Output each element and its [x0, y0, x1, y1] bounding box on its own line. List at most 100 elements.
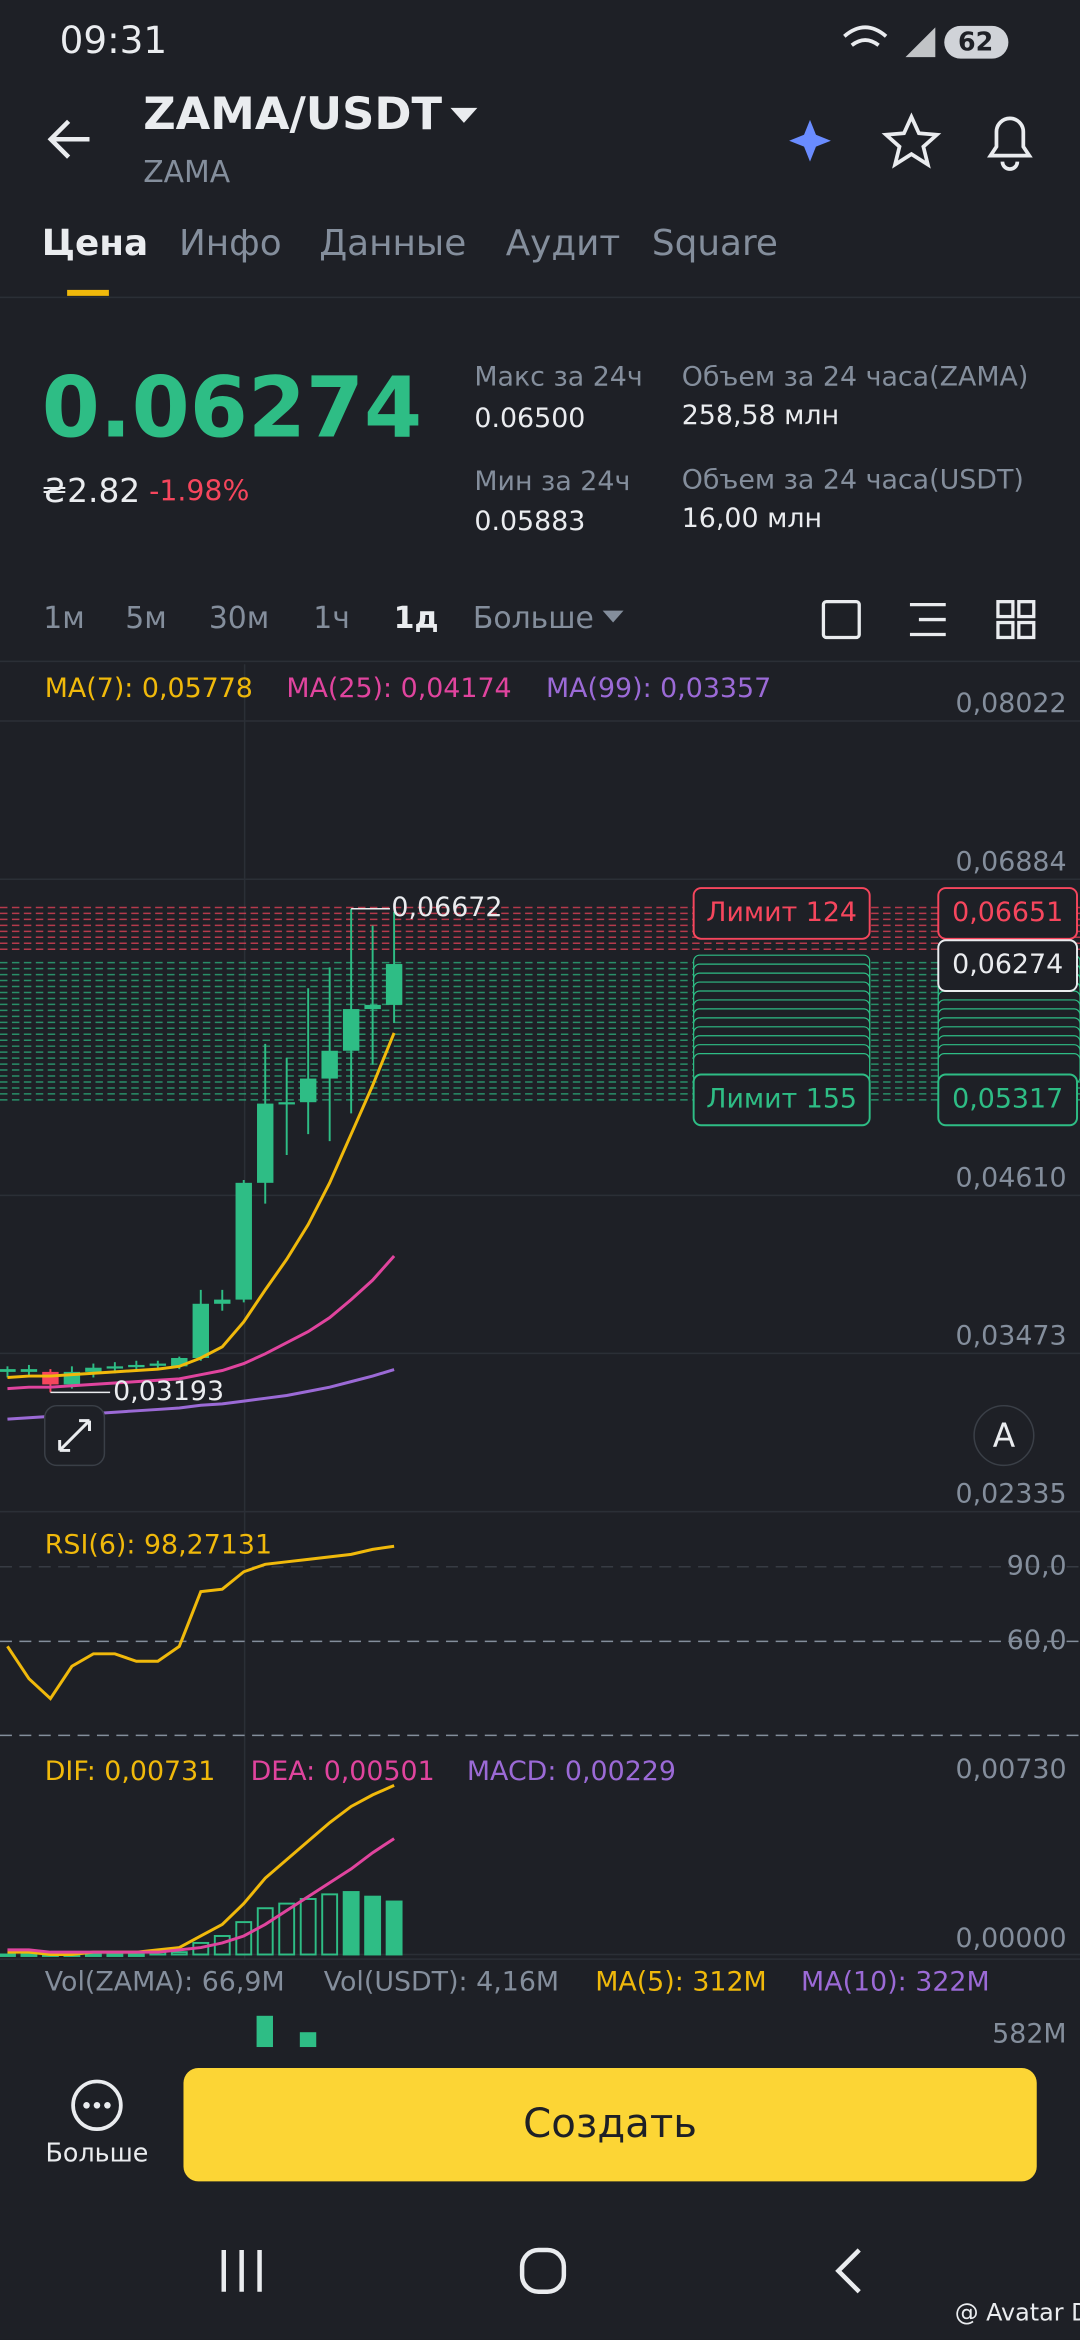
stat-label: Макс за 24ч [474, 361, 642, 392]
tab[interactable]: Цена [42, 223, 148, 264]
candle-body [299, 1078, 317, 1103]
back-button[interactable] [47, 119, 90, 159]
nav-bar [221, 2247, 861, 2295]
interval[interactable]: 1ч [313, 601, 350, 636]
macd-bar [364, 1895, 382, 1956]
candle-body [385, 964, 403, 1005]
alert-button[interactable] [987, 116, 1033, 171]
pair-dropdown[interactable] [450, 107, 478, 123]
volume-legend: MA(10): 322M [801, 1966, 990, 1997]
price-change: -1.98% [149, 475, 249, 508]
nav-home[interactable] [519, 2247, 567, 2295]
tab[interactable]: Square [652, 223, 778, 264]
favorite-button[interactable] [881, 112, 942, 169]
candle-body [171, 1357, 188, 1367]
order-tag[interactable] [937, 1073, 1078, 1127]
interval[interactable]: 1д [394, 601, 439, 636]
stat-label: Объем за 24 часа(USDT) [682, 464, 1024, 495]
order-tag[interactable] [937, 887, 1078, 940]
volume-legend: Vol(ZAMA): 66,9M [45, 1966, 285, 1997]
candle-body [0, 1369, 16, 1372]
battery [944, 25, 1009, 59]
volume-legend: MA(5): 312M [595, 1966, 767, 1997]
candle-body [342, 1009, 360, 1051]
order-tag-label: 0,06274 [952, 949, 1063, 980]
fullscreen-tool[interactable] [821, 600, 861, 640]
tab[interactable]: Данные [319, 223, 466, 264]
stat-value: 16,00 млн [682, 503, 822, 534]
create-button[interactable] [183, 2068, 1037, 2182]
stat-label: Объем за 24 часа(ZAMA) [682, 361, 1029, 392]
more-icon[interactable] [71, 2079, 123, 2132]
candle-body [214, 1299, 231, 1304]
order-tag[interactable] [937, 939, 1078, 992]
y-tick-label: 0,06884 [956, 846, 1067, 877]
interval[interactable]: 30м [209, 601, 269, 636]
chart: 0,08022 0,06884 0,04610 0,03473 0,02335 Лимит… [0, 664, 1080, 2050]
interval[interactable]: 5м [125, 601, 166, 636]
pair-title[interactable]: ZAMA/USDT [143, 87, 442, 140]
candle-body [235, 1182, 252, 1300]
order-tag[interactable] [692, 887, 871, 940]
macd-bar [385, 1900, 403, 1956]
y-tick-label: 0,08022 [956, 688, 1067, 719]
create-label: Создать [523, 2101, 697, 2147]
tab-indicator [67, 289, 109, 296]
legend-entry: MA(7): 0,05778 [45, 673, 253, 704]
watermark: @ Avatar D [955, 2299, 1080, 2327]
nav-back[interactable] [835, 2248, 861, 2294]
settings-tool[interactable] [909, 603, 946, 637]
volume-tick-label: 582M [992, 2019, 1066, 2050]
macd-line [7, 1784, 395, 1956]
nav-recent[interactable] [221, 2250, 262, 2292]
more-dropdown[interactable] [602, 610, 624, 623]
macd-bar [170, 1951, 188, 1956]
status-icons [843, 25, 936, 58]
auto-button[interactable] [973, 1404, 1035, 1467]
ma-line [7, 1032, 396, 1379]
candle-body [278, 1102, 295, 1105]
more-dots [83, 2102, 111, 2109]
macd-bar [84, 1953, 102, 1957]
volume-bar-top [256, 2015, 273, 2048]
legend-entry: MA(25): 0,04174 [286, 673, 511, 704]
tabs: Цена Инфо Данные Аудит Square [42, 223, 778, 264]
macd-line [7, 1837, 395, 1954]
legend-entry: MA(99): 0,03357 [546, 673, 771, 704]
order-tag-label: Лимит 124 [706, 897, 857, 928]
tab[interactable]: Аудит [506, 223, 621, 264]
auto-label: A [993, 1417, 1016, 1455]
candle-body [192, 1303, 209, 1358]
tab[interactable]: Инфо [179, 223, 282, 264]
interval[interactable]: 1м [43, 601, 84, 636]
rsi-tick-label: 60,0 [1007, 1625, 1067, 1656]
candle-body [42, 1371, 59, 1385]
candle-body [149, 1363, 167, 1366]
pair-base: ZAMA [143, 155, 231, 190]
macd-bar [299, 1898, 317, 1956]
candle-body [106, 1366, 124, 1369]
chart-tools [821, 600, 1036, 640]
macd-bar [106, 1953, 124, 1957]
battery-level: 62 [958, 27, 993, 57]
candle-body [85, 1367, 102, 1372]
order-tag-label: 0,05317 [952, 1083, 1063, 1114]
more-label[interactable]: Больше [46, 2138, 149, 2168]
layout-tool[interactable] [996, 600, 1015, 619]
candle-body [321, 1050, 338, 1079]
macd-bar [0, 1953, 16, 1957]
y-tick-label: 0,02335 [956, 1479, 1067, 1510]
candle-body [20, 1369, 38, 1372]
rsi-legend: RSI(6): 98,27131 [45, 1529, 272, 1560]
order-tag[interactable] [692, 1073, 871, 1127]
y-tick-label: 0,04610 [956, 1162, 1067, 1193]
macd-legend: MACD: 0,00229 [467, 1756, 676, 1787]
y-tick-label: 0,03473 [956, 1320, 1067, 1351]
stat-label: Мин за 24ч [474, 466, 630, 497]
ai-button[interactable] [789, 119, 831, 162]
macd-legend: DIF: 0,00731 [45, 1756, 216, 1787]
interval[interactable]: Больше [473, 601, 594, 636]
status-time: 09:31 [60, 18, 167, 62]
